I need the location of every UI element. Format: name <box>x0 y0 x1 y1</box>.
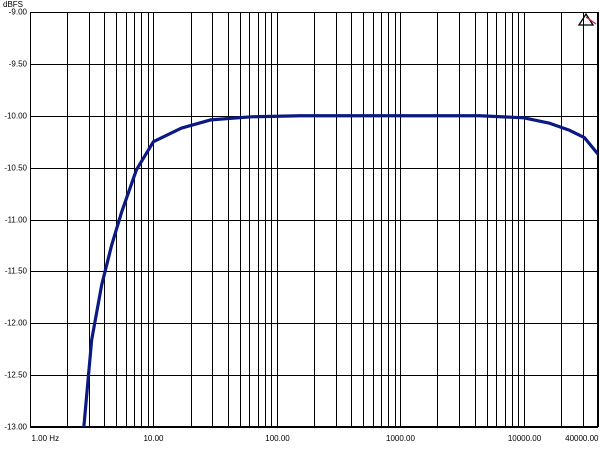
y-tick-label: -12.00 <box>4 319 27 328</box>
plot-frame <box>30 12 598 427</box>
y-tick-label: -13.00 <box>4 423 27 432</box>
y-unit: dBFS <box>3 0 23 9</box>
y-tick-label: -10.00 <box>4 112 27 121</box>
y-tick-label: -11.50 <box>5 267 28 276</box>
y-tick-label: -11.00 <box>5 216 28 225</box>
y-tick-label: -9.00 <box>9 8 28 17</box>
y-tick-label: -9.50 <box>9 60 28 69</box>
y-tick-label: -10.50 <box>4 164 27 173</box>
x-tick-label: 1.00 Hz <box>32 434 60 443</box>
x-tick-label: 10000.00 <box>508 434 542 443</box>
marker-icon <box>577 12 597 26</box>
y-tick-label: -12.50 <box>4 371 27 380</box>
x-tick-label: 10.00 <box>143 434 164 443</box>
x-tick-label: 1000.00 <box>386 434 415 443</box>
x-tick-label: 100.00 <box>265 434 290 443</box>
response-curve <box>82 114 598 427</box>
x-tick-label: 40000.00 <box>565 434 599 443</box>
